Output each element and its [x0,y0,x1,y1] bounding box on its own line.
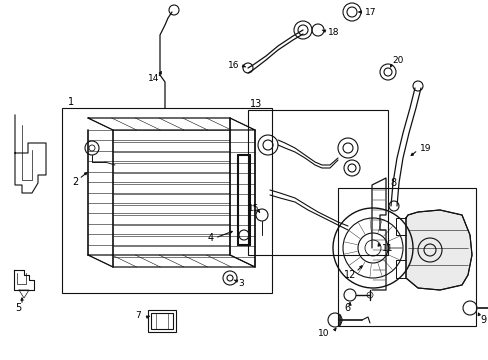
Bar [62,108,271,293]
Bar [151,313,173,329]
Text: 3: 3 [238,279,243,288]
Text: 16: 16 [227,60,239,69]
Text: 13: 13 [249,99,262,109]
Polygon shape [405,210,471,290]
Bar [148,310,176,332]
Text: 10: 10 [317,329,329,338]
Text: 15: 15 [247,203,259,212]
Text: 12: 12 [343,270,356,280]
Text: 14: 14 [148,73,159,82]
Text: 6: 6 [343,303,349,313]
Text: 9: 9 [479,315,485,325]
Text: 5: 5 [15,303,21,313]
Bar [247,110,387,255]
Text: 8: 8 [389,178,395,188]
Text: 20: 20 [391,55,403,64]
Text: 7: 7 [135,311,141,320]
Text: 11: 11 [381,243,393,252]
Text: 19: 19 [419,144,430,153]
Text: 18: 18 [327,27,339,36]
Bar [337,188,475,326]
Text: 17: 17 [364,8,376,17]
Text: 1: 1 [68,97,74,107]
Text: 2: 2 [72,177,78,187]
Text: 4: 4 [207,233,214,243]
